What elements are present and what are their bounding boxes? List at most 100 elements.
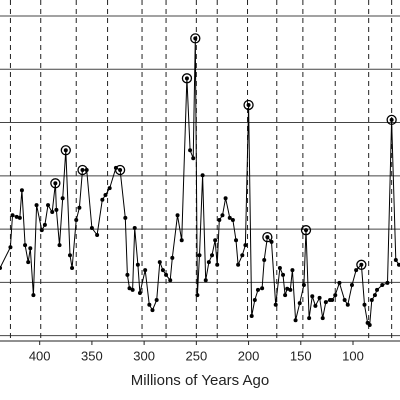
highlight-ring [50,178,61,189]
data-point [393,258,398,263]
data-point [227,215,232,220]
data-point [135,262,140,267]
data-point [100,197,105,202]
data-point [160,268,165,273]
data-point [184,76,189,81]
data-point [107,186,112,191]
data-point [293,318,298,323]
highlight-ring [60,145,71,156]
data-point [313,303,318,308]
data-point [349,283,354,288]
data-point [60,196,65,201]
data-point [240,253,245,258]
x-tick-label: 150 [290,348,312,363]
data-point [249,313,254,318]
data-point [285,286,290,291]
data-point [14,214,19,219]
data-point [260,286,265,291]
highlight-ring [181,73,193,84]
highlight-ring [386,114,397,126]
data-point [213,238,218,243]
data-point [19,188,24,193]
data-point [130,287,135,292]
data-point [168,278,173,283]
data-point [170,255,175,260]
data-point [362,302,367,307]
data-point [200,173,205,178]
data-point [246,102,251,107]
data-point [307,316,312,321]
data-point [188,148,193,153]
data-point [191,156,196,161]
data-point [54,207,59,212]
data-point [310,294,315,299]
data-point [375,287,380,292]
data-point [330,297,335,302]
data-point [345,302,350,307]
data-point [243,243,248,248]
data-point [206,260,211,265]
data-point [39,228,44,233]
data-point [215,262,220,267]
highlight-ring [300,225,312,236]
data-point [8,245,13,250]
data-point [210,253,215,258]
data-point [157,260,162,265]
data-point [53,181,58,186]
x-tick-label: 350 [81,348,103,363]
data-point [195,293,200,298]
data-point [252,297,257,302]
x-axis-label: Millions of Years Ago [131,372,269,389]
data-point [175,213,180,218]
data-point [389,117,394,122]
data-point [396,262,400,267]
data-point [123,215,128,220]
data-point [317,295,322,300]
data-point [42,222,47,227]
data-point [230,218,235,223]
data-point [297,301,302,306]
highlight-ring [262,231,273,243]
data-point [354,268,359,273]
data-point [164,272,169,277]
data-point [234,238,239,243]
highlight-ring [243,99,254,111]
data-point [342,297,347,302]
data-point [236,262,241,267]
data-point [367,323,372,328]
data-point [28,246,33,251]
data-point [103,193,108,198]
data-point [95,232,100,237]
data-point [217,218,222,223]
data-point [337,280,342,285]
data-point [70,266,75,271]
data-point [265,235,270,240]
highlight-ring [114,164,126,176]
data-point [372,293,377,298]
data-point [77,205,82,210]
data-point [137,291,142,296]
x-tick-label: 250 [185,348,207,363]
highlight-ring [356,259,367,270]
data-point [150,308,155,313]
data-point [74,218,79,223]
data-point [320,316,325,321]
data-point [31,293,36,298]
highlight-ring [77,164,88,176]
data-point [50,210,55,215]
data-point [132,226,137,231]
data-point [385,280,390,285]
data-point [179,238,184,243]
data-point [89,226,94,231]
data-point [46,203,51,208]
data-point [34,203,39,208]
data-point [80,167,85,172]
data-point [10,213,15,218]
data-point [193,36,198,41]
data-point [197,253,202,258]
data-point [67,253,72,258]
data-point [127,286,132,291]
data-point [290,268,295,273]
data-point [23,243,28,248]
